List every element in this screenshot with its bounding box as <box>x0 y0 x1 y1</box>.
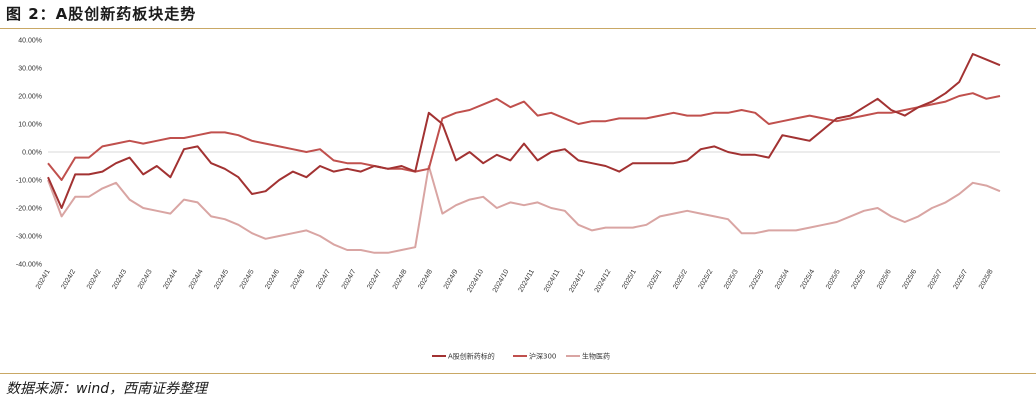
x-tick-label: 2024/2 <box>86 268 103 290</box>
x-tick-label: 2025/2 <box>672 268 689 290</box>
y-tick-label: -10.00% <box>16 178 42 185</box>
y-tick-label: 0.00% <box>22 150 42 157</box>
x-tick-label: 2025/2 <box>698 268 715 290</box>
series-line <box>47 92 1001 181</box>
x-tick-label: 2024/4 <box>162 268 179 290</box>
x-tick-label: 2025/3 <box>749 268 766 290</box>
x-tick-label: 2024/7 <box>315 268 332 290</box>
x-tick-label: 2024/6 <box>290 268 307 290</box>
x-tick-label: 2024/8 <box>392 268 409 290</box>
x-tick-label: 2024/7 <box>341 268 358 290</box>
x-tick-label: 2024/5 <box>239 268 256 290</box>
x-axis-ticks: 2024/1 2024/2 2024/2 2024/3 2024/3 2024/4 2024… <box>35 268 995 294</box>
y-tick-label: 10.00% <box>18 122 42 129</box>
y-tick-label: -30.00% <box>16 234 42 241</box>
x-tick-label: 2025/7 <box>952 268 969 290</box>
x-tick-label: 2024/12 <box>594 268 613 294</box>
legend-label: A股创新药标的 <box>448 352 495 361</box>
x-tick-label: 2025/5 <box>825 268 842 290</box>
y-tick-label: 40.00% <box>18 38 42 45</box>
y-axis-ticks: 40.00% 30.00% 20.00% 10.00% 0.00% -10.00% -20.… <box>16 38 42 269</box>
x-tick-label: 2025/8 <box>978 268 995 290</box>
x-tick-label: 2025/6 <box>901 268 918 290</box>
y-tick-label: -20.00% <box>16 206 42 213</box>
x-tick-label: 2025/5 <box>851 268 868 290</box>
y-tick-label: 30.00% <box>18 66 42 73</box>
bottom-divider <box>0 373 1036 374</box>
y-tick-label: -40.00% <box>16 262 42 269</box>
x-tick-label: 2025/7 <box>927 268 944 290</box>
source-note: 数据来源：wind，西南证券整理 <box>6 381 208 397</box>
x-tick-label: 2025/6 <box>876 268 893 290</box>
x-tick-label: 2024/3 <box>111 268 128 290</box>
x-tick-label: 2024/1 <box>35 268 52 290</box>
legend: A股创新药标的 沪深300 生物医药 <box>432 352 610 361</box>
x-tick-label: 2025/3 <box>723 268 740 290</box>
x-tick-label: 2024/6 <box>264 268 281 290</box>
legend-label: 生物医药 <box>582 352 610 361</box>
legend-label: 沪深300 <box>529 352 556 361</box>
x-tick-label: 2024/3 <box>137 268 154 290</box>
x-tick-label: 2025/1 <box>621 268 638 290</box>
x-tick-label: 2025/1 <box>647 268 664 290</box>
series-lines <box>47 53 1001 254</box>
x-tick-label: 2024/5 <box>213 268 230 290</box>
page-title: 图 2：A股创新药板块走势 <box>6 5 197 23</box>
top-divider <box>0 28 1036 29</box>
x-tick-label: 2025/4 <box>774 268 791 290</box>
x-tick-label: 2024/11 <box>543 268 562 293</box>
x-tick-label: 2024/11 <box>518 268 537 293</box>
x-tick-label: 2024/9 <box>443 268 460 290</box>
series-line <box>47 165 1001 254</box>
y-tick-label: 20.00% <box>18 94 42 101</box>
x-tick-label: 2024/2 <box>60 268 77 290</box>
x-tick-label: 2025/4 <box>800 268 817 290</box>
x-tick-label: 2024/8 <box>417 268 434 290</box>
x-tick-label: 2024/10 <box>466 268 485 294</box>
series-line <box>47 53 1001 209</box>
x-tick-label: 2024/12 <box>568 268 587 294</box>
x-tick-label: 2024/7 <box>366 268 383 290</box>
x-tick-label: 2024/10 <box>492 268 511 294</box>
x-tick-label: 2024/4 <box>188 268 205 290</box>
